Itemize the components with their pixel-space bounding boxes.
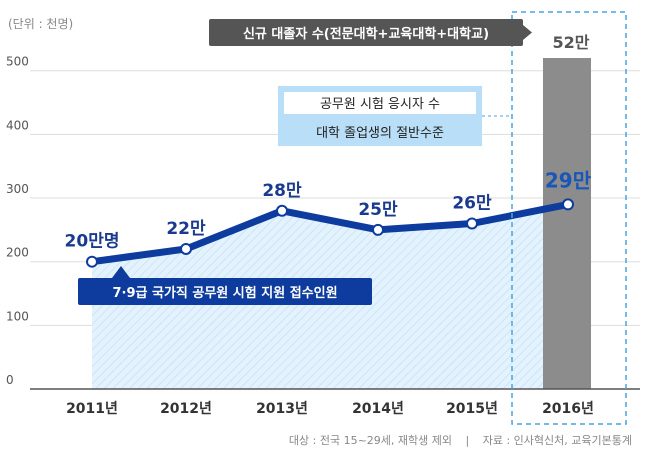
- data-label: 29만: [545, 168, 592, 192]
- graduates-bar: [543, 58, 591, 389]
- x-axis-ticks: 2011년 2012년 2013년 2014년 2015년 2016년: [66, 401, 594, 417]
- bar-legend-text: 신규 대졸자 수(전문대학+교육대학+대학교): [243, 26, 489, 42]
- data-label: 28만: [262, 181, 302, 201]
- footer-separator: |: [466, 434, 470, 447]
- y-tick-label: 400: [6, 118, 29, 132]
- footer-target: 대상 : 전국 15~29세, 재학생 제외: [289, 434, 452, 447]
- x-tick-label: 2015년: [446, 401, 498, 417]
- annotation-line1: 공무원 시험 응시자 수: [320, 97, 440, 112]
- y-tick-label: 500: [6, 55, 29, 69]
- y-tick-label: 300: [6, 182, 29, 196]
- x-tick-label: 2014년: [352, 401, 404, 417]
- highlight-box: [511, 11, 627, 425]
- data-label: 25만: [358, 200, 398, 220]
- data-point: [86, 255, 98, 268]
- x-tick-label: 2011년: [66, 401, 118, 417]
- data-point: [276, 204, 288, 217]
- x-tick-label: 2016년: [542, 401, 594, 417]
- y-tick-label: 0: [6, 373, 14, 387]
- bar-value-label: 52만: [553, 33, 590, 52]
- y-tick-label: 100: [6, 309, 29, 323]
- series-legend-tag: 7·9급 국가직 공무원 시험 지원 접수인원: [78, 266, 372, 305]
- data-point: [466, 217, 478, 230]
- x-tick-label: 2013년: [256, 401, 308, 417]
- data-labels: 20만명 22만 28만 25만 26만 29만: [65, 168, 592, 251]
- y-axis-ticks: 0 100 200 300 400 500: [6, 55, 29, 387]
- data-point: [372, 223, 384, 236]
- series-legend-text: 7·9급 국가직 공무원 시험 지원 접수인원: [112, 285, 337, 301]
- data-point: [180, 242, 192, 255]
- annotation: 공무원 시험 응시자 수 대학 졸업생의 절반수준: [278, 86, 512, 146]
- series-line: [88, 200, 572, 266]
- unit-label: (단위 : 천명): [8, 16, 73, 31]
- data-label: 26만: [452, 194, 492, 214]
- data-point: [562, 198, 574, 211]
- data-label: 20만명: [65, 232, 120, 252]
- data-label: 22만: [166, 219, 206, 239]
- y-tick-label: 200: [6, 246, 29, 260]
- footer-source: 자료 : 인사혁신처, 교육기본통계: [483, 434, 632, 447]
- annotation-line2: 대학 졸업생의 절반수준: [316, 126, 444, 141]
- footer: 대상 : 전국 15~29세, 재학생 제외 | 자료 : 인사혁신처, 교육기…: [289, 434, 632, 447]
- x-tick-label: 2012년: [160, 401, 212, 417]
- data-points: [86, 198, 574, 268]
- bar-legend-tag: 신규 대졸자 수(전문대학+교육대학+대학교): [209, 19, 532, 46]
